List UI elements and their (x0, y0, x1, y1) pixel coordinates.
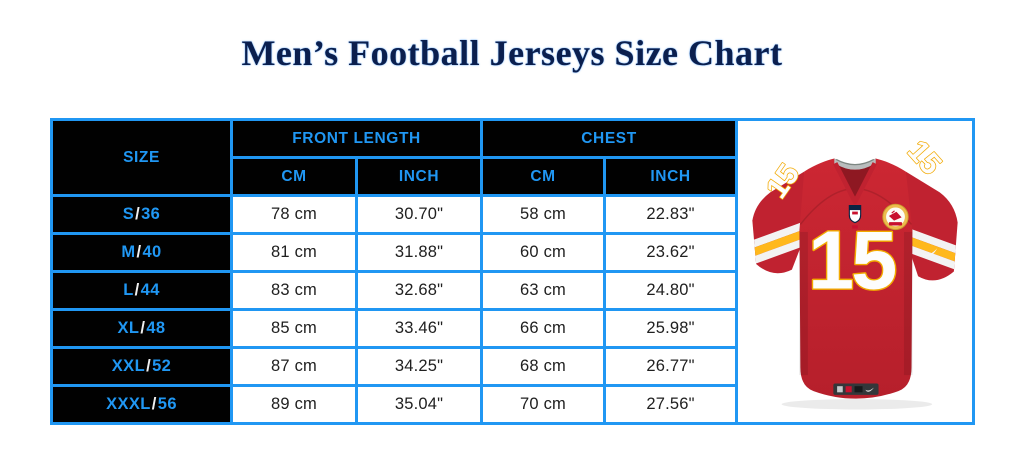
front-cm-cell: 81 cm (230, 232, 358, 273)
size-number: 40 (142, 243, 162, 261)
table-row: XXL/52 87 cm 34.25" 68 cm 26.77" (50, 346, 739, 387)
table-header-size: SIZE (50, 118, 233, 197)
chest-cm-cell: 58 cm (480, 194, 607, 235)
table-row: XXXL/56 89 cm 35.04" 70 cm 27.56" (50, 384, 739, 425)
jersey-jock-tag (833, 383, 879, 395)
size-cell: XXXL/56 (50, 384, 233, 425)
nike-swoosh-icon (920, 248, 938, 257)
table-row: M/40 81 cm 31.88" 60 cm 23.62" (50, 232, 739, 273)
front-cm-cell: 87 cm (230, 346, 358, 387)
table-header-front-length: FRONT LENGTH (229, 118, 484, 159)
front-inch-cell: 30.70" (354, 194, 484, 235)
front-cm-cell: 78 cm (230, 194, 358, 235)
chest-cm-cell: 70 cm (480, 384, 607, 425)
chest-inch-cell: 22.83" (603, 194, 739, 235)
subheader-chest-cm: CM (480, 156, 607, 197)
front-inch-cell: 34.25" (354, 346, 484, 387)
table-row: XL/48 85 cm 33.46" 66 cm 25.98" (50, 308, 739, 349)
left-sleeve-stripes (752, 217, 808, 274)
size-number: 56 (157, 395, 177, 413)
chest-inch-cell: 24.80" (603, 270, 739, 311)
front-inch-cell: 32.68" (354, 270, 484, 311)
jersey-illustration: 15 15 15 (752, 134, 958, 410)
front-cm-cell: 83 cm (230, 270, 358, 311)
chest-inch-cell: 27.56" (603, 384, 739, 425)
size-cell: M/40 (50, 232, 233, 273)
front-cm-cell: 85 cm (230, 308, 358, 349)
nfl-shield-icon (848, 205, 862, 229)
right-sleeve-stripes (902, 223, 958, 281)
subheader-front-cm: CM (230, 156, 358, 197)
chest-cm-cell: 63 cm (480, 270, 607, 311)
subheader-front-inch: INCH (354, 156, 484, 197)
front-cm-cell: 89 cm (230, 384, 358, 425)
jersey-number-chest: 15 (808, 213, 895, 306)
jersey-product-image: 15 15 15 (738, 118, 975, 425)
size-slash: / (136, 243, 142, 261)
size-slash: / (140, 319, 146, 337)
size-cell: L/44 (50, 270, 233, 311)
header-row-groups: SIZE FRONT LENGTH CHEST (50, 118, 739, 197)
size-letters: XL (117, 319, 140, 337)
table-row: S/36 78 cm 30.70" 58 cm 22.83" (50, 194, 739, 235)
chest-inch-cell: 23.62" (603, 232, 739, 273)
size-number: 52 (152, 357, 172, 375)
chest-inch-cell: 26.77" (603, 346, 739, 387)
chest-cm-cell: 66 cm (480, 308, 607, 349)
size-letters: S (122, 205, 135, 223)
size-slash: / (135, 205, 141, 223)
size-letters: L (123, 281, 134, 299)
table-header-chest: CHEST (480, 118, 739, 159)
header-row-units: CM INCH CM INCH (52, 156, 739, 197)
size-chart-table: SIZE FRONT LENGTH CHEST CM INCH CM INCH … (50, 118, 739, 425)
subheader-chest-inch: INCH (603, 156, 739, 197)
jersey-right-sleeve (902, 171, 958, 281)
size-slash: / (151, 395, 157, 413)
size-cell: XXL/52 (50, 346, 233, 387)
front-inch-cell: 35.04" (354, 384, 484, 425)
chest-cm-cell: 60 cm (480, 232, 607, 273)
size-slash: / (146, 357, 152, 375)
size-number: 44 (140, 281, 160, 299)
jersey-left-sleeve (752, 171, 808, 274)
chiefs-patch-icon (882, 203, 909, 231)
front-inch-cell: 33.46" (354, 308, 484, 349)
size-letters: XXL (111, 357, 146, 375)
size-cell: XL/48 (50, 308, 233, 349)
page-title: Men’s Football Jerseys Size Chart (241, 33, 783, 73)
chart-panel: SIZE FRONT LENGTH CHEST CM INCH CM INCH … (50, 118, 975, 425)
chest-inch-cell: 25.98" (603, 308, 739, 349)
jersey-collar (833, 158, 877, 205)
size-slash: / (134, 281, 140, 299)
front-inch-cell: 31.88" (354, 232, 484, 273)
size-cell: S/36 (50, 194, 233, 235)
size-number: 48 (146, 319, 166, 337)
table-row: L/44 83 cm 32.68" 63 cm 24.80" (50, 270, 739, 311)
size-number: 36 (141, 205, 161, 223)
jersey-shadow (781, 399, 933, 410)
size-letters: M (121, 243, 136, 261)
size-letters: XXXL (106, 395, 151, 413)
chest-cm-cell: 68 cm (480, 346, 607, 387)
